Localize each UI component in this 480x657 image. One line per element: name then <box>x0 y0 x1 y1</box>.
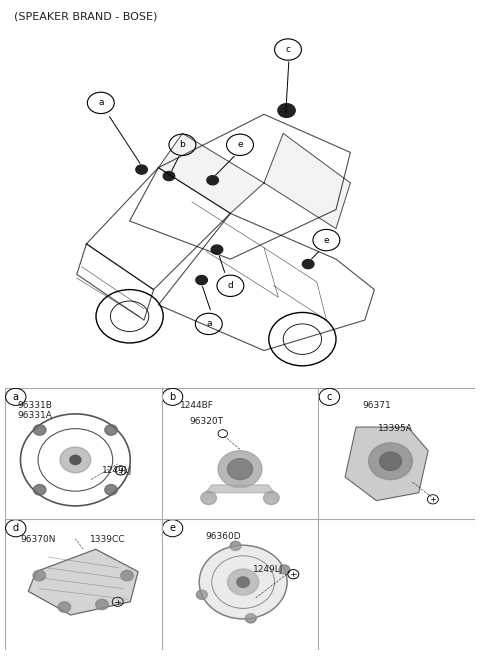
Text: a: a <box>13 392 19 402</box>
Circle shape <box>380 452 401 470</box>
Circle shape <box>60 447 91 473</box>
Circle shape <box>196 590 207 599</box>
Text: 1249LJ: 1249LJ <box>102 466 132 476</box>
Circle shape <box>230 541 241 551</box>
Text: e: e <box>237 141 243 149</box>
Circle shape <box>33 570 46 581</box>
Circle shape <box>96 599 108 610</box>
Polygon shape <box>264 133 350 229</box>
Text: c: c <box>286 45 290 54</box>
Text: 13395A: 13395A <box>378 424 413 434</box>
Text: 96371: 96371 <box>362 401 391 410</box>
Polygon shape <box>205 485 275 493</box>
Circle shape <box>207 175 218 185</box>
Circle shape <box>121 570 133 581</box>
Text: a: a <box>98 99 104 107</box>
Text: d: d <box>12 523 19 533</box>
Polygon shape <box>28 549 138 615</box>
Text: 1249LJ: 1249LJ <box>252 565 283 574</box>
Text: 1244BF: 1244BF <box>180 401 214 410</box>
Circle shape <box>237 577 250 587</box>
Text: 96370N: 96370N <box>21 535 56 544</box>
Circle shape <box>105 485 117 495</box>
Text: b: b <box>180 141 185 149</box>
Circle shape <box>201 491 216 505</box>
Circle shape <box>278 104 295 118</box>
Text: c: c <box>327 392 332 402</box>
Circle shape <box>163 171 175 181</box>
Polygon shape <box>158 133 264 214</box>
Circle shape <box>34 485 46 495</box>
Circle shape <box>218 451 262 487</box>
Circle shape <box>199 545 287 619</box>
Text: 96331B: 96331B <box>17 401 52 410</box>
Text: 96360D: 96360D <box>205 532 241 541</box>
Polygon shape <box>345 427 428 501</box>
Circle shape <box>105 424 117 435</box>
Text: 96320T: 96320T <box>190 417 224 426</box>
Text: a: a <box>206 319 212 328</box>
Circle shape <box>264 491 279 505</box>
Circle shape <box>369 443 412 480</box>
Circle shape <box>302 260 314 269</box>
Text: e: e <box>169 523 176 533</box>
Circle shape <box>279 565 290 574</box>
Text: e: e <box>324 236 329 244</box>
Text: (SPEAKER BRAND - BOSE): (SPEAKER BRAND - BOSE) <box>14 11 158 22</box>
Text: b: b <box>169 392 176 402</box>
Text: d: d <box>228 281 233 290</box>
Circle shape <box>136 165 147 174</box>
Circle shape <box>228 569 259 595</box>
Circle shape <box>70 455 81 464</box>
Circle shape <box>196 275 207 284</box>
Circle shape <box>34 424 46 435</box>
Circle shape <box>58 602 71 612</box>
Text: 96331A: 96331A <box>17 411 52 420</box>
Text: 1339CC: 1339CC <box>89 535 125 544</box>
Circle shape <box>211 245 223 254</box>
Circle shape <box>245 614 256 623</box>
Circle shape <box>228 459 252 480</box>
